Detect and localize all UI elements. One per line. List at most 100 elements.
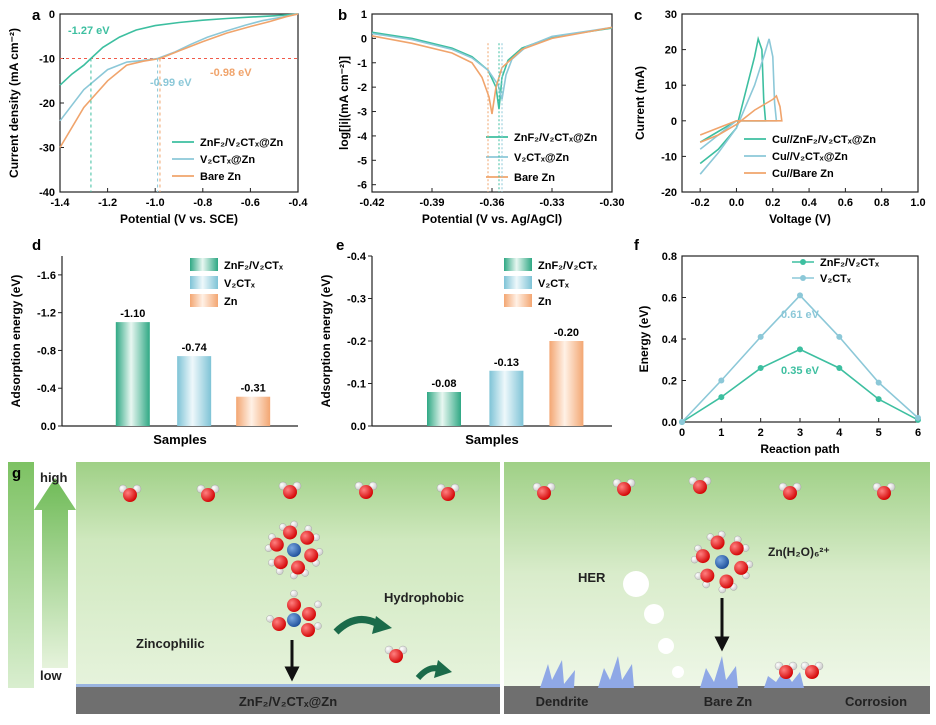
chart-c-ytick-label: -10 [661, 151, 677, 163]
chart-f-ytick-label: 0.8 [662, 251, 677, 263]
chart-f-legend-marker [800, 259, 806, 265]
chart-b-legend-label: ZnF₂/V₂CTₓ@Zn [514, 132, 597, 144]
chart-b-ytick-label: -4 [357, 131, 368, 143]
chart-f-xtick-label: 0 [679, 427, 685, 439]
chart-d-legend-label: ZnF₂/V₂CTₓ [224, 260, 284, 272]
chart-c-xtick-label: 0.6 [838, 197, 853, 209]
left-substrate-label: ZnF₂/V₂CTₓ@Zn [239, 694, 337, 709]
chart-e-bar [549, 341, 584, 426]
chart-a-ytick-label: -20 [39, 98, 55, 110]
right-substrate-label: Bare Zn [704, 694, 752, 709]
chart-a-series-0 [59, 13, 299, 86]
chart-c-ytick-label: 30 [665, 9, 677, 21]
chart-f-frame [681, 255, 919, 423]
chart-c-xtick-label: 0.4 [801, 197, 817, 209]
chart-f-xtick-label: 2 [758, 427, 764, 439]
chart-d-bar [115, 322, 150, 426]
chart-e-legend-swatch [504, 294, 532, 307]
panel-label-a: a [32, 7, 41, 24]
chart-c-legend-label: Cu//ZnF₂/V₂CTₓ@Zn [772, 134, 876, 146]
chart-b-xtick-label: -0.30 [599, 197, 624, 209]
chart-f-ytick-label: 0.4 [662, 334, 678, 346]
chart-f-legend-marker [800, 275, 806, 281]
water-molecule-icon [436, 483, 460, 501]
chart-e-ytick-label: -0.2 [347, 336, 366, 348]
chart-b-ytick-label: -3 [357, 107, 367, 119]
chart-f-ytick-label: 0.0 [662, 417, 677, 429]
chart-b-xtick-label: -0.39 [419, 197, 444, 209]
chart-c-legend-label: Cu//V₂CTₓ@Zn [772, 151, 848, 163]
chart-f-xtick-label: 3 [797, 427, 803, 439]
chart-c-ytick-label: 0 [671, 116, 677, 128]
chart-c-frame [681, 13, 919, 193]
chart-f-point [757, 365, 764, 372]
water-molecule-icon [118, 484, 142, 502]
chart-b-ytick-label: -2 [357, 82, 367, 94]
desolvated-zinc-complex-icon [266, 589, 322, 637]
chart-d-bar [177, 356, 212, 426]
zinc-ion-icon [287, 613, 301, 627]
chart-b-series-0 [371, 27, 613, 110]
chart-b-ytick-label: -1 [357, 58, 367, 70]
her-label: HER [578, 570, 606, 585]
chart-a-legend-label: V₂CTₓ@Zn [200, 154, 255, 166]
chart-c-ytick-label: -20 [661, 187, 677, 199]
water-molecules [118, 476, 896, 679]
panel-label-d: d [32, 237, 41, 254]
chart-f-xlabel: Reaction path [760, 442, 839, 456]
chart-f-point [679, 419, 685, 425]
water-molecule-icon [778, 482, 802, 500]
chart-b-legend-label: V₂CTₓ@Zn [514, 152, 569, 164]
chart-c-xtick-label: 0.0 [729, 197, 744, 209]
chart-f-point [836, 333, 843, 340]
chart-a-xtick-label: -0.6 [241, 197, 260, 209]
chart-e-legend-label: ZnF₂/V₂CTₓ [538, 260, 598, 272]
chart-b-ytick-label: -5 [357, 155, 367, 167]
chart-c-legend-label: Cu//Bare Zn [772, 168, 834, 180]
zinc-ion-icon [715, 555, 729, 569]
gradient-arrow-icon [34, 478, 76, 668]
chart-a-xtick-label: -1.4 [51, 197, 71, 209]
chart-f-point [836, 365, 843, 372]
chart-a-ytick-label: -40 [39, 187, 55, 199]
chart-b-xtick-label: -0.42 [359, 197, 384, 209]
left-panel-bg [76, 462, 500, 686]
panel-label-c: c [634, 7, 642, 24]
chart-a-legend-label: ZnF₂/V₂CTₓ@Zn [200, 137, 283, 149]
chart-f-point [757, 333, 764, 340]
chart-a-legend-label: Bare Zn [200, 171, 241, 183]
chart-c-xlabel: Voltage (V) [769, 212, 831, 226]
chart-e-ylabel: Adsorption energy (eV) [319, 275, 333, 408]
chart-a-frame [59, 13, 299, 193]
chart-e-ytick-label: -0.1 [347, 379, 366, 391]
chart-b-xlabel: Potential (V vs. Ag/AgCl) [422, 212, 562, 226]
zinc-hydrate-complex-icon [264, 520, 324, 580]
chart-f-point [718, 394, 725, 401]
chart-b-xtick-label: -0.36 [479, 197, 504, 209]
chart-d-legend-swatch [190, 258, 218, 271]
chart-b-ytick-label: 0 [361, 33, 367, 45]
chart-e-bar [489, 370, 524, 426]
protective-layer [76, 684, 500, 687]
chart-f-legend-label: V₂CTₓ [820, 273, 852, 285]
water-molecule-icon [278, 481, 302, 499]
chart-a-xtick-label: -0.4 [289, 197, 309, 209]
chart-f-xtick-label: 1 [718, 427, 724, 439]
chart-d-ytick-label: -1.2 [37, 308, 56, 320]
chart-e-bar [427, 392, 461, 426]
chart-c-xtick-label: 0.8 [874, 197, 889, 209]
left-substrate [76, 686, 500, 714]
chart-d-ytick-label: -0.8 [37, 345, 56, 357]
chart-b-series-1 [371, 26, 613, 100]
chart-f-xtick-label: 6 [915, 427, 921, 439]
water-molecule-icon [688, 476, 712, 494]
hydrophobic-label: Hydrophobic [384, 590, 464, 605]
chart-c-series-2 [699, 94, 783, 143]
chart-e-legend-swatch [504, 258, 532, 271]
water-molecule-icon [532, 482, 556, 500]
chart-e-legend-label: V₂CTₓ [538, 278, 570, 290]
chart-d-ytick-label: 0.0 [41, 421, 56, 433]
water-molecule-icon [384, 645, 408, 663]
chart-c-series-0 [699, 35, 767, 165]
